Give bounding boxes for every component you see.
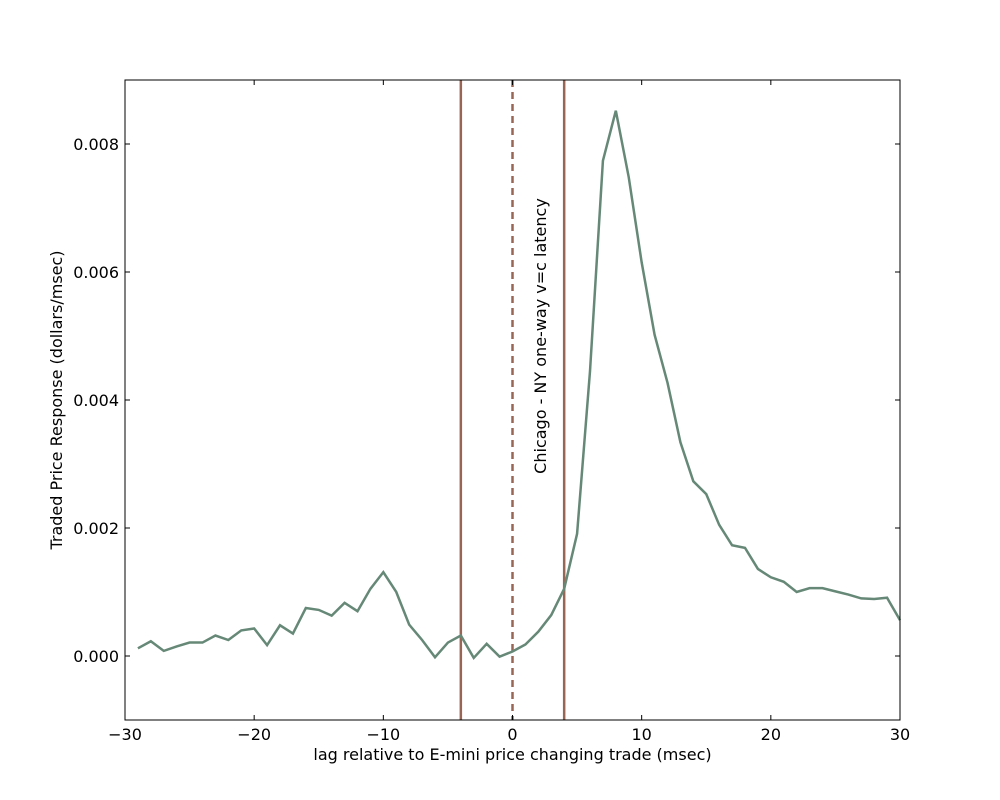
x-tick-label: 0: [507, 725, 517, 744]
y-tick-label: 0.008: [73, 135, 119, 154]
x-tick-label: 30: [890, 725, 910, 744]
vertical-lines: [459, 80, 566, 720]
x-tick-label: 20: [761, 725, 781, 744]
x-tick-label: 10: [631, 725, 651, 744]
y-axis-ticks: 0.000 0.002 0.004 0.006 0.008: [73, 135, 900, 666]
plot-area: −30 −20 −10 0 10 20 30 0.0000.0020.0040.0060.0…: [73, 79, 910, 744]
y-tick-label: 0.004: [73, 391, 119, 410]
latency-annotation: Chicago - NY one-way v=c latency: [531, 198, 550, 474]
x-axis-label: lag relative to E-mini price changing tr…: [313, 745, 711, 764]
y-tick-label: 0.002: [73, 519, 119, 538]
y-tick-label: 0.000: [73, 647, 119, 666]
x-axis-ticks: −30 −20 −10 0 10 20 30: [108, 80, 910, 744]
x-tick-label: −10: [366, 725, 400, 744]
series-line: [137, 110, 902, 661]
y-tick-label: 0.006: [73, 263, 119, 282]
x-tick-label: −30: [108, 725, 142, 744]
x-tick-label: −20: [237, 725, 271, 744]
y-axis-label: Traded Price Response (dollars/msec): [47, 250, 66, 550]
